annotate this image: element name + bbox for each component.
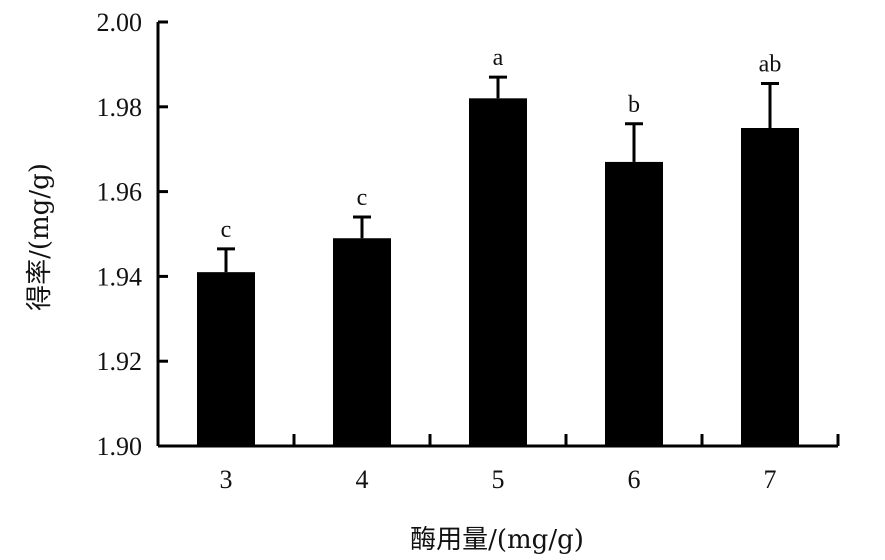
y-tick-label: 2.00 <box>97 8 143 37</box>
x-tick-label: 3 <box>220 465 233 494</box>
x-tick-label: 4 <box>356 465 369 494</box>
bar <box>605 161 663 447</box>
bar <box>469 98 527 446</box>
significance-label: a <box>493 45 504 71</box>
bar <box>197 272 255 446</box>
bar <box>333 238 391 446</box>
x-tick-label: 7 <box>764 465 777 494</box>
y-axis-title: 得率/(mg/g) <box>25 163 55 311</box>
x-axis-title: 酶用量/(mg/g) <box>410 525 584 555</box>
y-tick-label: 1.96 <box>97 178 143 207</box>
y-tick-label: 1.90 <box>97 432 143 461</box>
x-tick-label: 6 <box>628 465 641 494</box>
error-bars-group <box>217 75 779 273</box>
labels-group: c 3 c 4 a 5 b 6 ab 7 <box>220 45 782 494</box>
significance-label: ab <box>759 51 782 77</box>
significance-label: b <box>628 92 640 118</box>
y-tick-label: 1.92 <box>97 347 143 376</box>
significance-label: c <box>357 185 368 211</box>
x-tick-label: 5 <box>492 465 505 494</box>
y-tick-label: 1.98 <box>97 93 143 122</box>
bars-group <box>197 98 799 447</box>
significance-label: c <box>221 217 232 243</box>
axes: 1.90 1.92 1.94 1.96 1.98 2.00 <box>97 8 840 461</box>
y-tick-label: 1.94 <box>97 262 143 291</box>
bar <box>741 128 799 446</box>
